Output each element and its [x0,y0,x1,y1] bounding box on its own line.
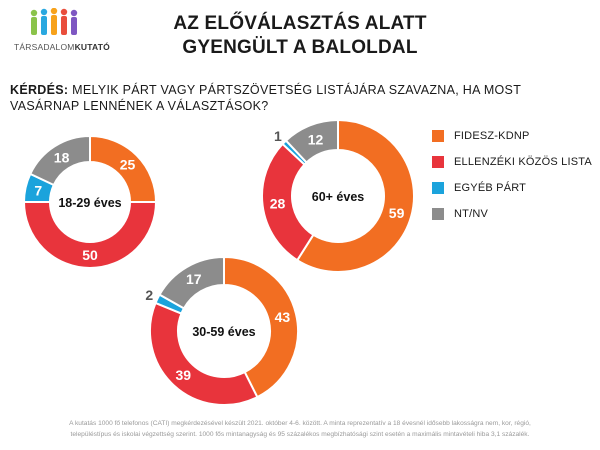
footnote-line: A kutatás 1000 fő telefonos (CATI) megké… [69,420,531,427]
legend-swatch [432,156,444,168]
legend-label: FIDESZ-KDNP [454,130,530,142]
data-label-ntnv: 17 [186,271,202,287]
data-label-egyeb: 1 [274,128,282,144]
legend-label: EGYÉB PÁRT [454,182,527,194]
donut-slice-fidesz [295,118,415,273]
logo-text: TÁRSADALOMKUTATÓ [14,42,110,52]
donut-slice-ellenzek [149,301,259,406]
legend-swatch [432,208,444,220]
donut-slice-ellenzek [22,201,158,269]
legend-swatch [432,182,444,194]
legend-item-egyeb: EGYÉB PÁRT [432,175,600,201]
donut-center-label: 60+ éves [312,190,365,204]
question-text: MELYIK PÁRT VAGY PÁRTSZÖVETSÉG LISTÁJÁRA… [10,83,521,113]
logo: TÁRSADALOMKUTATÓ [14,8,124,56]
data-label-fidesz: 43 [275,309,291,325]
people-logo-icon [30,8,78,35]
legend-item-fidesz: FIDESZ-KDNP [432,123,600,149]
footnote: A kutatás 1000 fő telefonos (CATI) megké… [20,418,580,440]
donut-center-label: 30-59 éves [192,325,255,339]
data-label-egyeb: 2 [145,287,153,303]
footnote-line: településtípus és iskolai végzettség sze… [70,431,530,438]
data-label-egyeb: 7 [34,182,42,198]
donut-slice-fidesz [223,255,299,399]
page-title: AZ ELŐVÁLASZTÁS ALATT GYENGÜLT A BALOLDA… [173,13,427,58]
legend-item-ellenzek: ELLENZÉKI KÖZÖS LISTA [432,149,600,175]
question-label: KÉRDÉS: [10,83,69,97]
donut-slice-ntnv [284,118,339,164]
legend-item-ntnv: NT/NV [432,201,600,227]
data-label-ntnv: 12 [308,131,324,147]
legend-swatch [432,130,444,142]
donut-chart-2: 59 28 1 12 60+ éves [261,118,415,273]
donut-chart-1: 25 50 7 18 18-29 éves [22,134,158,269]
data-label-ellenzek: 28 [270,196,286,212]
donut-slice-ntnv [28,134,91,187]
data-label-ellenzek: 50 [82,247,98,263]
legend-label: ELLENZÉKI KÖZÖS LISTA [454,156,592,168]
donut-chart-3: 43 39 2 17 30-59 éves [145,255,299,406]
data-label-fidesz: 59 [389,205,405,221]
donut-center-label: 18-29 éves [58,196,121,210]
question: KÉRDÉS: MELYIK PÁRT VAGY PÁRTSZÖVETSÉG L… [10,82,590,114]
data-label-ntnv: 18 [54,149,70,165]
legend: FIDESZ-KDNP ELLENZÉKI KÖZÖS LISTA EGYÉB … [432,123,600,227]
donut-slice-ntnv [158,255,225,310]
legend-label: NT/NV [454,208,488,220]
data-label-ellenzek: 39 [175,367,191,383]
data-label-fidesz: 25 [120,157,136,173]
